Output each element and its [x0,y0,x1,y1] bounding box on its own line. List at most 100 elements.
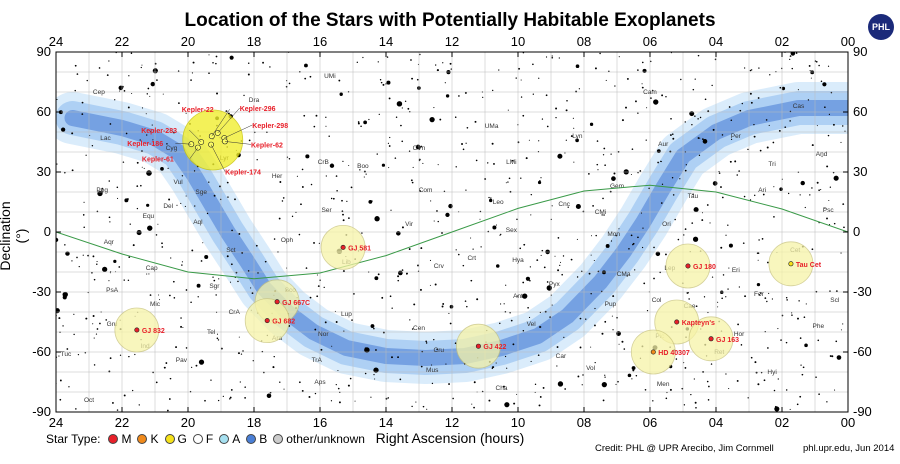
field-star [824,106,826,109]
constellation-label: Cha [496,385,508,392]
field-star [750,101,753,104]
field-star [472,248,474,250]
ecliptic-line [56,184,848,280]
field-star [208,72,210,74]
field-star [786,299,788,301]
field-star [437,164,439,166]
field-star [145,113,147,115]
field-star [570,258,573,261]
field-star [576,276,579,278]
field-star [645,139,647,141]
kepler-leader-line [211,109,230,137]
constellation-label: Del [163,203,173,210]
x-tick-label-bottom: 02 [775,415,789,430]
field-star [368,118,370,121]
field-star [336,189,338,192]
field-star [516,393,518,395]
field-star [128,75,130,77]
field-star [296,175,298,177]
field-star [738,170,740,172]
field-star [530,360,532,363]
field-star [642,68,647,73]
legend-entry-label: B [259,432,268,446]
field-star [73,333,75,336]
y-tick-label-left: -30 [32,284,51,299]
constellation-label: Oct [84,397,94,404]
field-star [108,280,110,282]
field-star [397,356,399,359]
field-star [671,133,674,135]
field-star [579,317,582,320]
field-star [637,69,639,71]
field-star [75,408,77,410]
field-star [377,273,380,276]
field-star [350,186,353,189]
constellation-label: Crt [467,255,476,262]
field-star [140,66,142,69]
field-star [309,296,312,299]
field-star [754,361,757,364]
field-star [790,52,796,56]
field-star [279,381,281,383]
field-star [525,276,531,281]
field-star [829,355,832,358]
field-star [449,322,452,325]
field-star [116,409,119,411]
constellation-label: Lyn [572,133,583,140]
field-star [420,247,423,250]
field-star [759,292,762,294]
x-tick-label-bottom: 00 [841,415,855,430]
field-star [508,177,511,180]
constellation-label: Tuc [61,351,72,358]
field-star [543,266,546,269]
field-star [741,102,743,105]
field-star [684,121,686,123]
field-star [444,82,446,84]
field-star [316,274,318,276]
field-star [465,142,467,144]
field-star [766,300,768,303]
field-star [433,220,435,222]
field-star [539,396,542,398]
field-star [612,295,615,298]
field-star [522,281,525,284]
field-star [773,186,775,188]
field-star [151,124,153,126]
field-star [147,87,150,90]
field-star [538,404,541,407]
field-star [721,134,724,136]
field-star [217,339,220,341]
field-star [826,217,828,220]
kepler-leader-line [217,107,240,134]
constellation-label: TrA [312,357,323,364]
field-star [374,378,376,380]
field-star [314,392,317,395]
field-star [458,95,460,97]
field-star [437,220,439,223]
field-star [364,372,367,375]
field-star [565,139,567,141]
field-star [119,90,121,92]
field-star [411,77,414,80]
field-star [131,92,133,95]
field-star [66,348,69,350]
field-star [529,279,531,282]
field-star [832,123,835,126]
field-star [831,355,834,358]
field-star [121,85,124,88]
field-star [699,137,701,139]
field-star [601,332,604,335]
field-star [590,254,592,256]
field-star [672,137,675,140]
field-star [817,339,820,342]
field-star [520,79,522,81]
field-star [653,99,659,105]
field-star [803,316,806,319]
field-star [690,393,692,396]
field-star [338,401,341,404]
field-star [750,356,753,359]
constellation-label: CMi [595,209,607,216]
field-star [348,165,350,167]
field-star [401,107,403,109]
field-star [313,125,316,128]
